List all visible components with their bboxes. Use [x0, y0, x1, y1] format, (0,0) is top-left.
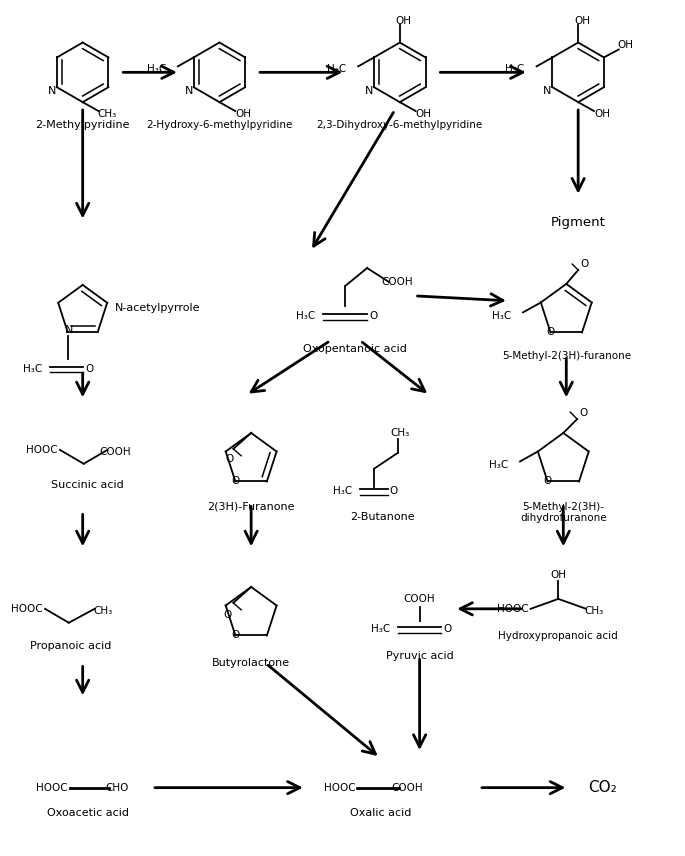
Text: H₃C: H₃C	[506, 64, 525, 74]
Text: COOH: COOH	[403, 594, 436, 603]
Text: 2-Butanone: 2-Butanone	[349, 513, 414, 522]
Text: Oxalic acid: Oxalic acid	[350, 807, 412, 817]
Text: O: O	[369, 311, 377, 321]
Text: Hydroxypropanoic acid: Hydroxypropanoic acid	[499, 631, 619, 640]
Text: HOOC: HOOC	[26, 445, 58, 455]
Text: O: O	[579, 408, 587, 418]
Text: N: N	[65, 324, 74, 335]
Text: 5-Methyl-2(3H)-
dihydrofuranone: 5-Methyl-2(3H)- dihydrofuranone	[520, 502, 607, 523]
Text: Butyrolactone: Butyrolactone	[212, 657, 290, 668]
Text: COOH: COOH	[99, 447, 132, 457]
Text: CO₂: CO₂	[588, 780, 617, 795]
Text: H₃C: H₃C	[23, 365, 42, 374]
Text: O: O	[85, 365, 93, 374]
Text: CH₃: CH₃	[390, 428, 409, 438]
Text: HOOC: HOOC	[12, 603, 43, 614]
Text: CH₃: CH₃	[98, 109, 117, 119]
Text: O: O	[232, 477, 240, 486]
Text: H₃C: H₃C	[333, 485, 352, 496]
Text: Succinic acid: Succinic acid	[51, 479, 124, 490]
Text: N-acetylpyrrole: N-acetylpyrrole	[114, 303, 200, 312]
Text: H₃C: H₃C	[297, 311, 316, 321]
Text: H₃C: H₃C	[327, 64, 347, 74]
Text: Oxoacetic acid: Oxoacetic acid	[47, 807, 129, 817]
Text: Oxopentanoic acid: Oxopentanoic acid	[303, 343, 407, 354]
Text: CH₃: CH₃	[584, 606, 603, 615]
Text: 2,3-Dihydroxy-6-methylpyridine: 2,3-Dihydroxy-6-methylpyridine	[316, 120, 483, 130]
Text: OH: OH	[618, 40, 634, 51]
Text: COOH: COOH	[391, 782, 423, 793]
Text: OH: OH	[416, 109, 432, 119]
Text: N: N	[184, 86, 193, 96]
Text: COOH: COOH	[381, 277, 412, 287]
Text: 2-Hydroxy-6-methylpyridine: 2-Hydroxy-6-methylpyridine	[147, 120, 292, 130]
Text: Pyruvic acid: Pyruvic acid	[386, 651, 453, 661]
Text: OH: OH	[550, 570, 566, 580]
Text: N: N	[365, 86, 373, 96]
Text: O: O	[543, 477, 551, 486]
Text: 2(3H)-Furanone: 2(3H)-Furanone	[208, 502, 295, 512]
Text: OH: OH	[396, 15, 412, 26]
Text: H₃C: H₃C	[371, 624, 390, 633]
Text: O: O	[390, 485, 398, 496]
Text: O: O	[225, 454, 234, 464]
Text: OH: OH	[594, 109, 610, 119]
Text: 2-Methylpyridine: 2-Methylpyridine	[36, 120, 130, 130]
Text: O: O	[547, 328, 555, 337]
Text: H₃C: H₃C	[492, 312, 511, 321]
Text: O: O	[223, 609, 232, 620]
Text: O: O	[580, 259, 588, 269]
Text: OH: OH	[235, 109, 251, 119]
Text: N: N	[48, 86, 56, 96]
Text: Pigment: Pigment	[551, 217, 606, 229]
Text: O: O	[443, 624, 451, 633]
Text: Propanoic acid: Propanoic acid	[30, 640, 112, 651]
Text: N: N	[543, 86, 551, 96]
Text: CH₃: CH₃	[93, 606, 112, 615]
Text: HOOC: HOOC	[36, 782, 68, 793]
Text: HOOC: HOOC	[323, 782, 356, 793]
Text: H₃C: H₃C	[489, 461, 508, 471]
Text: HOOC: HOOC	[497, 603, 529, 614]
Text: 5-Methyl-2(3H)-furanone: 5-Methyl-2(3H)-furanone	[501, 350, 631, 360]
Text: CHO: CHO	[105, 782, 129, 793]
Text: O: O	[232, 631, 240, 640]
Text: H₃C: H₃C	[147, 64, 166, 74]
Text: OH: OH	[574, 15, 590, 26]
